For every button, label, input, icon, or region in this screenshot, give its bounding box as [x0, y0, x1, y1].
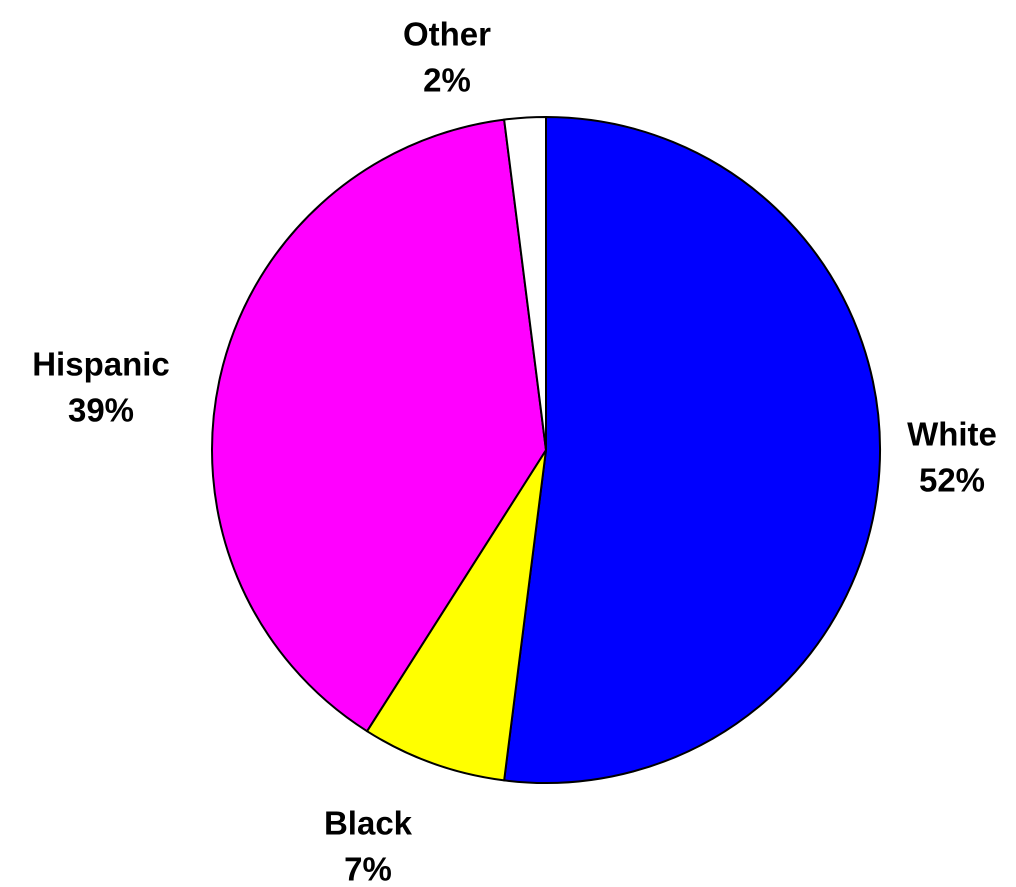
slices-layer: [211, 116, 881, 784]
labels-layer: White 52% Black 7% Hispanic 39% Other 2%: [32, 16, 997, 887]
slice-percent-hispanic: 39%: [68, 392, 134, 429]
slice-percent-other: 2%: [423, 62, 471, 99]
pie-slice-hispanic: [211, 118, 547, 733]
pie-slice-black: [366, 449, 547, 782]
pie-slice-other: [503, 116, 547, 451]
slice-percent-black: 7%: [344, 851, 392, 882]
slice-label-hispanic: Hispanic: [32, 346, 170, 383]
slice-label-other: Other: [403, 16, 491, 53]
pie-slice-white: [503, 116, 881, 784]
slice-percent-white: 52%: [919, 462, 985, 499]
slice-label-white: White: [907, 416, 997, 453]
slice-label-black: Black: [324, 805, 413, 842]
